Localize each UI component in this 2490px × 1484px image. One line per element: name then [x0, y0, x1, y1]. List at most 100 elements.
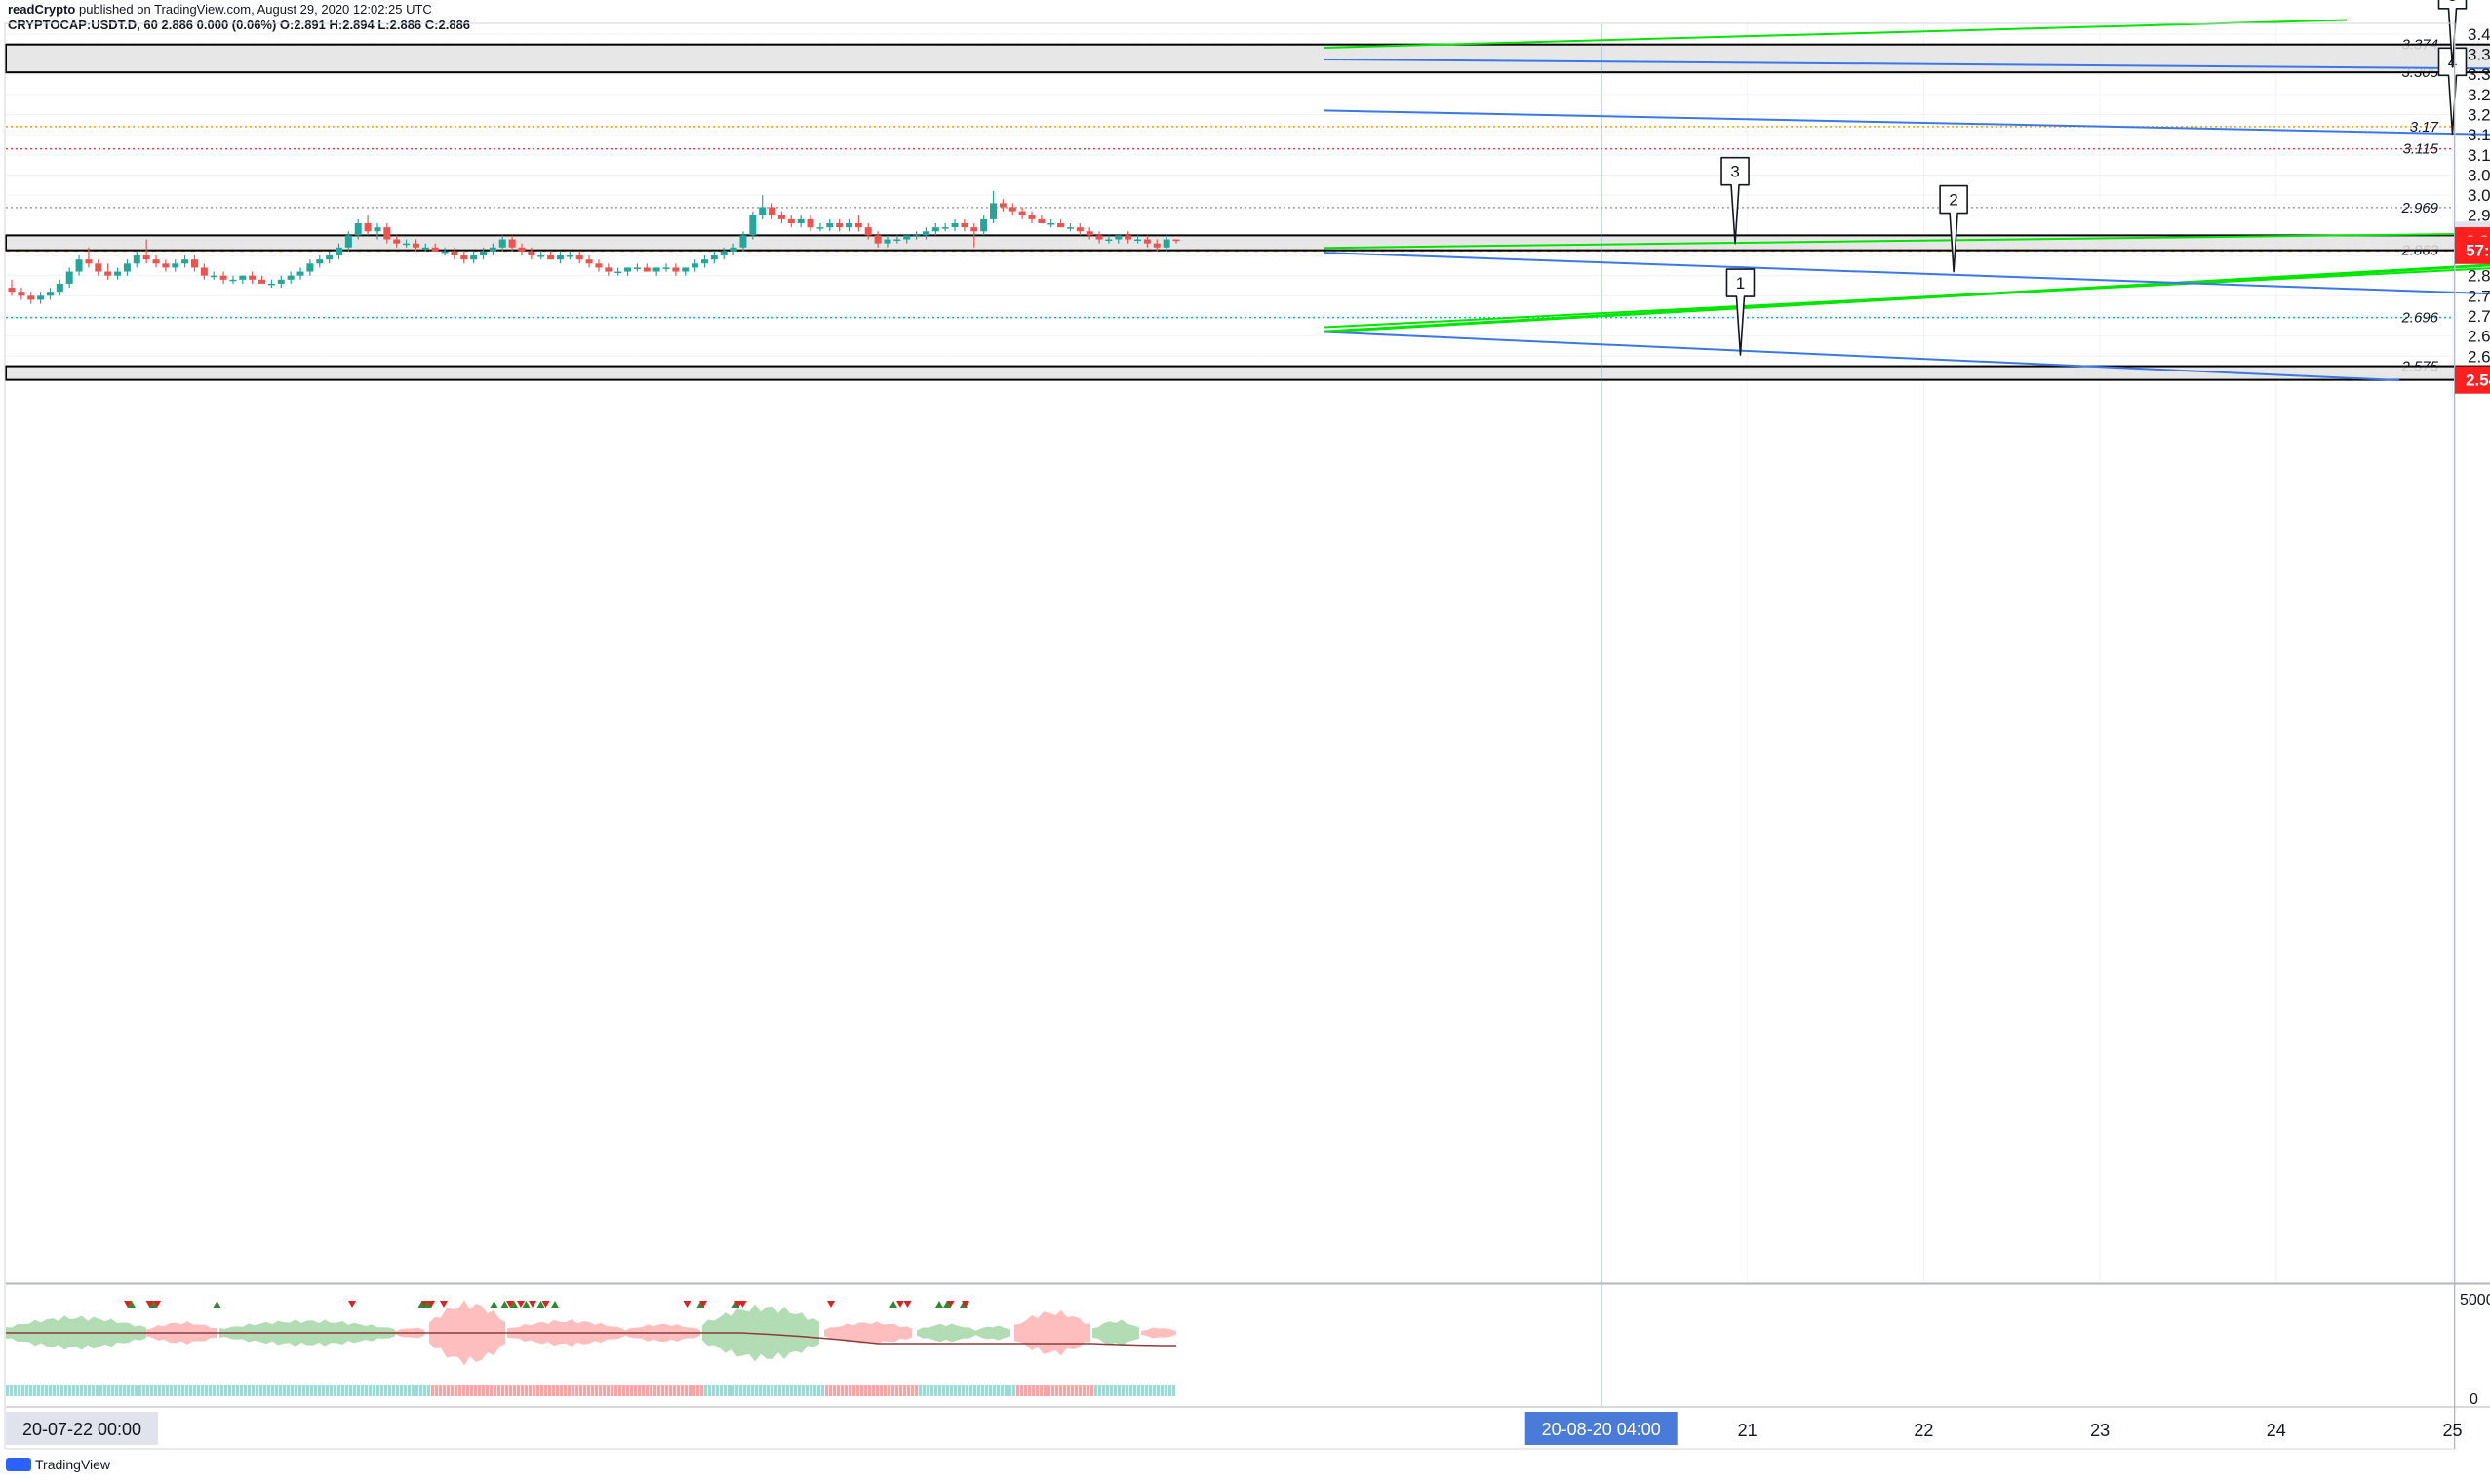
callout-1[interactable]: 1: [1725, 268, 1756, 356]
green-trendline[interactable]: [1324, 219, 2490, 250]
price-tag-label: 2.541: [2466, 371, 2490, 390]
volume-bar: [318, 1385, 321, 1396]
price-tick-label: 2.750: [2468, 287, 2490, 305]
volume-bar: [864, 1385, 867, 1396]
callout-bubble[interactable]: [1725, 268, 1756, 356]
candle: [344, 231, 352, 252]
candle-body: [672, 267, 680, 272]
volume-bar: [1071, 1385, 1074, 1396]
candle: [460, 251, 468, 264]
callout-3[interactable]: 3: [1720, 156, 1750, 245]
volume-bar: [263, 1385, 266, 1396]
time-tag[interactable]: 20-07-22 00:00: [6, 1412, 158, 1445]
candle-body: [941, 227, 949, 229]
candle-body: [1115, 235, 1123, 240]
green-trendline[interactable]: [1324, 198, 2490, 333]
candle-body: [480, 251, 488, 256]
candle-body: [277, 279, 285, 284]
price-tick-label: 2.800: [2468, 267, 2490, 286]
volume-bar: [123, 1385, 126, 1396]
volume-bar: [330, 1385, 333, 1396]
candle: [605, 263, 613, 276]
candle: [383, 223, 391, 244]
callout-bubble[interactable]: [1939, 184, 1968, 273]
callouts[interactable]: 12345: [1720, 0, 2468, 356]
grid: [6, 23, 2453, 1282]
volume-bar: [369, 1385, 372, 1396]
candle-body: [854, 223, 862, 228]
sell-signal-icon: [699, 1301, 707, 1308]
volume-bar: [665, 1385, 668, 1396]
volume-bar: [509, 1385, 512, 1396]
buy-signal-icon: [417, 1301, 426, 1308]
candle-body: [470, 255, 478, 260]
volume-bar: [209, 1385, 212, 1396]
volume-bar: [287, 1385, 290, 1396]
candle: [931, 223, 939, 236]
sell-signal-icon: [541, 1301, 550, 1308]
candle: [75, 255, 83, 276]
symbol-name[interactable]: CRYPTOCAP:USDT.D, 60: [8, 18, 158, 32]
zone-box[interactable]: [5, 365, 2490, 381]
candle: [229, 275, 237, 284]
volume-bar: [630, 1385, 633, 1396]
volume-bar: [415, 1385, 418, 1396]
callout-2[interactable]: 2: [1939, 184, 1968, 273]
price-tag[interactable]: 2.541: [2455, 366, 2490, 394]
candle-body: [807, 218, 814, 228]
volume-bar: [903, 1385, 906, 1396]
volume-bar: [119, 1385, 122, 1396]
price-axis[interactable]: 3.400 3.3503.300 3.250 3.2003.150 3.1003.050…: [2455, 25, 2490, 1408]
volume-bar: [392, 1385, 395, 1396]
volume-bar: [868, 1385, 871, 1396]
blue-trendline[interactable]: [1324, 331, 2400, 382]
candle: [470, 251, 478, 264]
price-tick-label: 3.100: [2468, 146, 2490, 165]
volume-bar: [419, 1385, 422, 1396]
zone-box[interactable]: [5, 43, 2490, 74]
candle: [759, 195, 767, 219]
volume-bar: [259, 1385, 262, 1396]
volume-bar: [1129, 1385, 1132, 1396]
price-tag[interactable]: 57:37: [2455, 236, 2490, 264]
zone-box[interactable]: [5, 234, 2490, 252]
candle-body: [518, 247, 526, 252]
candle: [133, 251, 140, 268]
blue-trendline[interactable]: [1324, 252, 2490, 335]
volume-bar: [821, 1385, 824, 1396]
candle-body: [777, 215, 785, 219]
volume-bar: [591, 1385, 594, 1396]
candle-body: [489, 247, 496, 252]
callout-bubble[interactable]: [1720, 156, 1750, 245]
time-tag-label: 20-08-20 04:00: [1542, 1420, 1661, 1439]
volume-bar: [751, 1385, 754, 1396]
volume-bar: [166, 1385, 169, 1396]
volume-bar: [888, 1385, 890, 1396]
candle-body: [123, 263, 131, 272]
candle: [951, 218, 959, 232]
volume-bar: [560, 1385, 563, 1396]
volume-bar: [279, 1385, 282, 1396]
candle-body: [720, 251, 728, 256]
volume-bar: [778, 1385, 781, 1396]
green-trendline[interactable]: [1324, 19, 2348, 49]
candle: [374, 223, 381, 240]
volume-bar: [540, 1385, 543, 1396]
candle-body: [431, 247, 439, 252]
green-trendline[interactable]: [1324, 209, 2490, 329]
volume-bar: [408, 1385, 411, 1396]
volume-bar: [486, 1385, 489, 1396]
candle: [845, 218, 852, 232]
blue-trendline[interactable]: [1324, 109, 2490, 158]
candle-body: [190, 259, 198, 268]
zone-boxes[interactable]: [5, 43, 2490, 381]
time-axis[interactable]: 21222324252627283031Sep20-07-22 00:0020-…: [6, 1412, 2490, 1445]
time-tag[interactable]: 20-08-20 04:00: [1524, 1412, 1678, 1445]
vertical-lines: [1601, 23, 1602, 1406]
blue-trendline[interactable]: [1324, 58, 2490, 78]
callout-label: 5: [2448, 0, 2457, 5]
sell-signal-icon: [827, 1301, 835, 1308]
author-name[interactable]: readCrypto: [8, 2, 76, 17]
trendlines[interactable]: [1324, 19, 2490, 382]
